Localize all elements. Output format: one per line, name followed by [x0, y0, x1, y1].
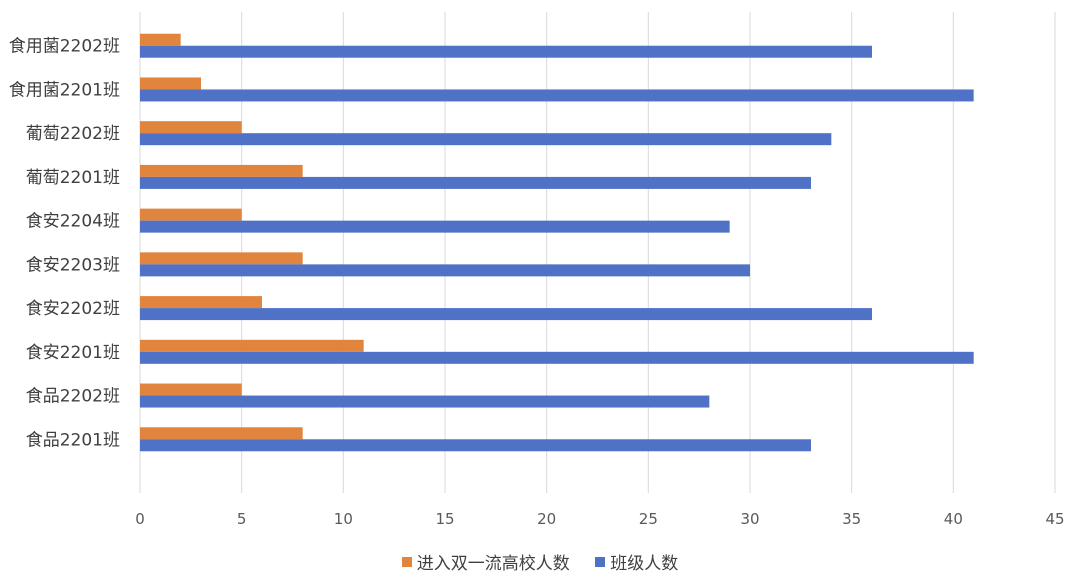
- legend-swatch-icon: [401, 556, 412, 567]
- x-tick-label: 30: [740, 510, 759, 528]
- category-label: 食安2202班: [26, 299, 120, 319]
- legend-item-series-1: 班级人数: [595, 549, 678, 574]
- x-tick-label: 45: [1045, 510, 1064, 528]
- bar-class-size-2: [140, 351, 974, 364]
- x-tick-label: 5: [237, 510, 247, 528]
- bar-class-size-3: [140, 308, 872, 321]
- category-label: 食用菌2202班: [9, 37, 120, 57]
- category-label: 食品2202班: [26, 387, 120, 407]
- legend-label: 进入双一流高校人数: [416, 554, 570, 574]
- x-tick-label: 35: [842, 510, 861, 528]
- x-tick-label: 0: [135, 510, 145, 528]
- category-label: 食安2203班: [26, 255, 120, 275]
- bar-class-size-5: [140, 220, 730, 233]
- bar-class-size-6: [140, 176, 811, 189]
- x-tick-labels: 0 5 10 15 20 25 30 35 40 45: [135, 510, 1064, 528]
- bar-class-size-4: [140, 264, 750, 277]
- x-tick-label: 40: [944, 510, 963, 528]
- category-label: 葡萄2201班: [26, 168, 120, 188]
- bars: [140, 33, 974, 452]
- bar-double-first-class-7: [140, 121, 242, 134]
- bar-double-first-class-8: [140, 77, 201, 90]
- bar-double-first-class-4: [140, 252, 303, 265]
- bar-class-size-8: [140, 89, 974, 102]
- category-label: 葡萄2202班: [26, 124, 120, 144]
- legend-swatch-icon: [595, 556, 606, 567]
- category-label: 食安2204班: [26, 212, 120, 232]
- x-tick-label: 25: [639, 510, 658, 528]
- category-labels: 食品2201班食品2202班食安2201班食安2202班食安2203班食安220…: [9, 37, 120, 451]
- legend: 进入双一流高校人数 班级人数: [0, 549, 1080, 574]
- bar-double-first-class-3: [140, 296, 262, 309]
- bar-double-first-class-0: [140, 427, 303, 440]
- bar-double-first-class-6: [140, 164, 303, 177]
- bar-double-first-class-5: [140, 208, 242, 221]
- x-tick-label: 10: [334, 510, 353, 528]
- x-tick-label: 20: [537, 510, 556, 528]
- bar-class-size-0: [140, 439, 811, 452]
- legend-item-series-0: 进入双一流高校人数: [401, 549, 570, 574]
- bar-class-size-9: [140, 45, 872, 58]
- legend-label: 班级人数: [610, 554, 679, 574]
- bar-double-first-class-1: [140, 383, 242, 396]
- category-label: 食品2201班: [26, 430, 120, 450]
- bar-double-first-class-2: [140, 339, 364, 352]
- bar-class-size-1: [140, 395, 710, 408]
- bar-class-size-7: [140, 133, 832, 146]
- category-label: 食安2201班: [26, 343, 120, 363]
- x-tick-label: 15: [435, 510, 454, 528]
- bar-double-first-class-9: [140, 33, 181, 46]
- category-label: 食用菌2201班: [9, 80, 120, 100]
